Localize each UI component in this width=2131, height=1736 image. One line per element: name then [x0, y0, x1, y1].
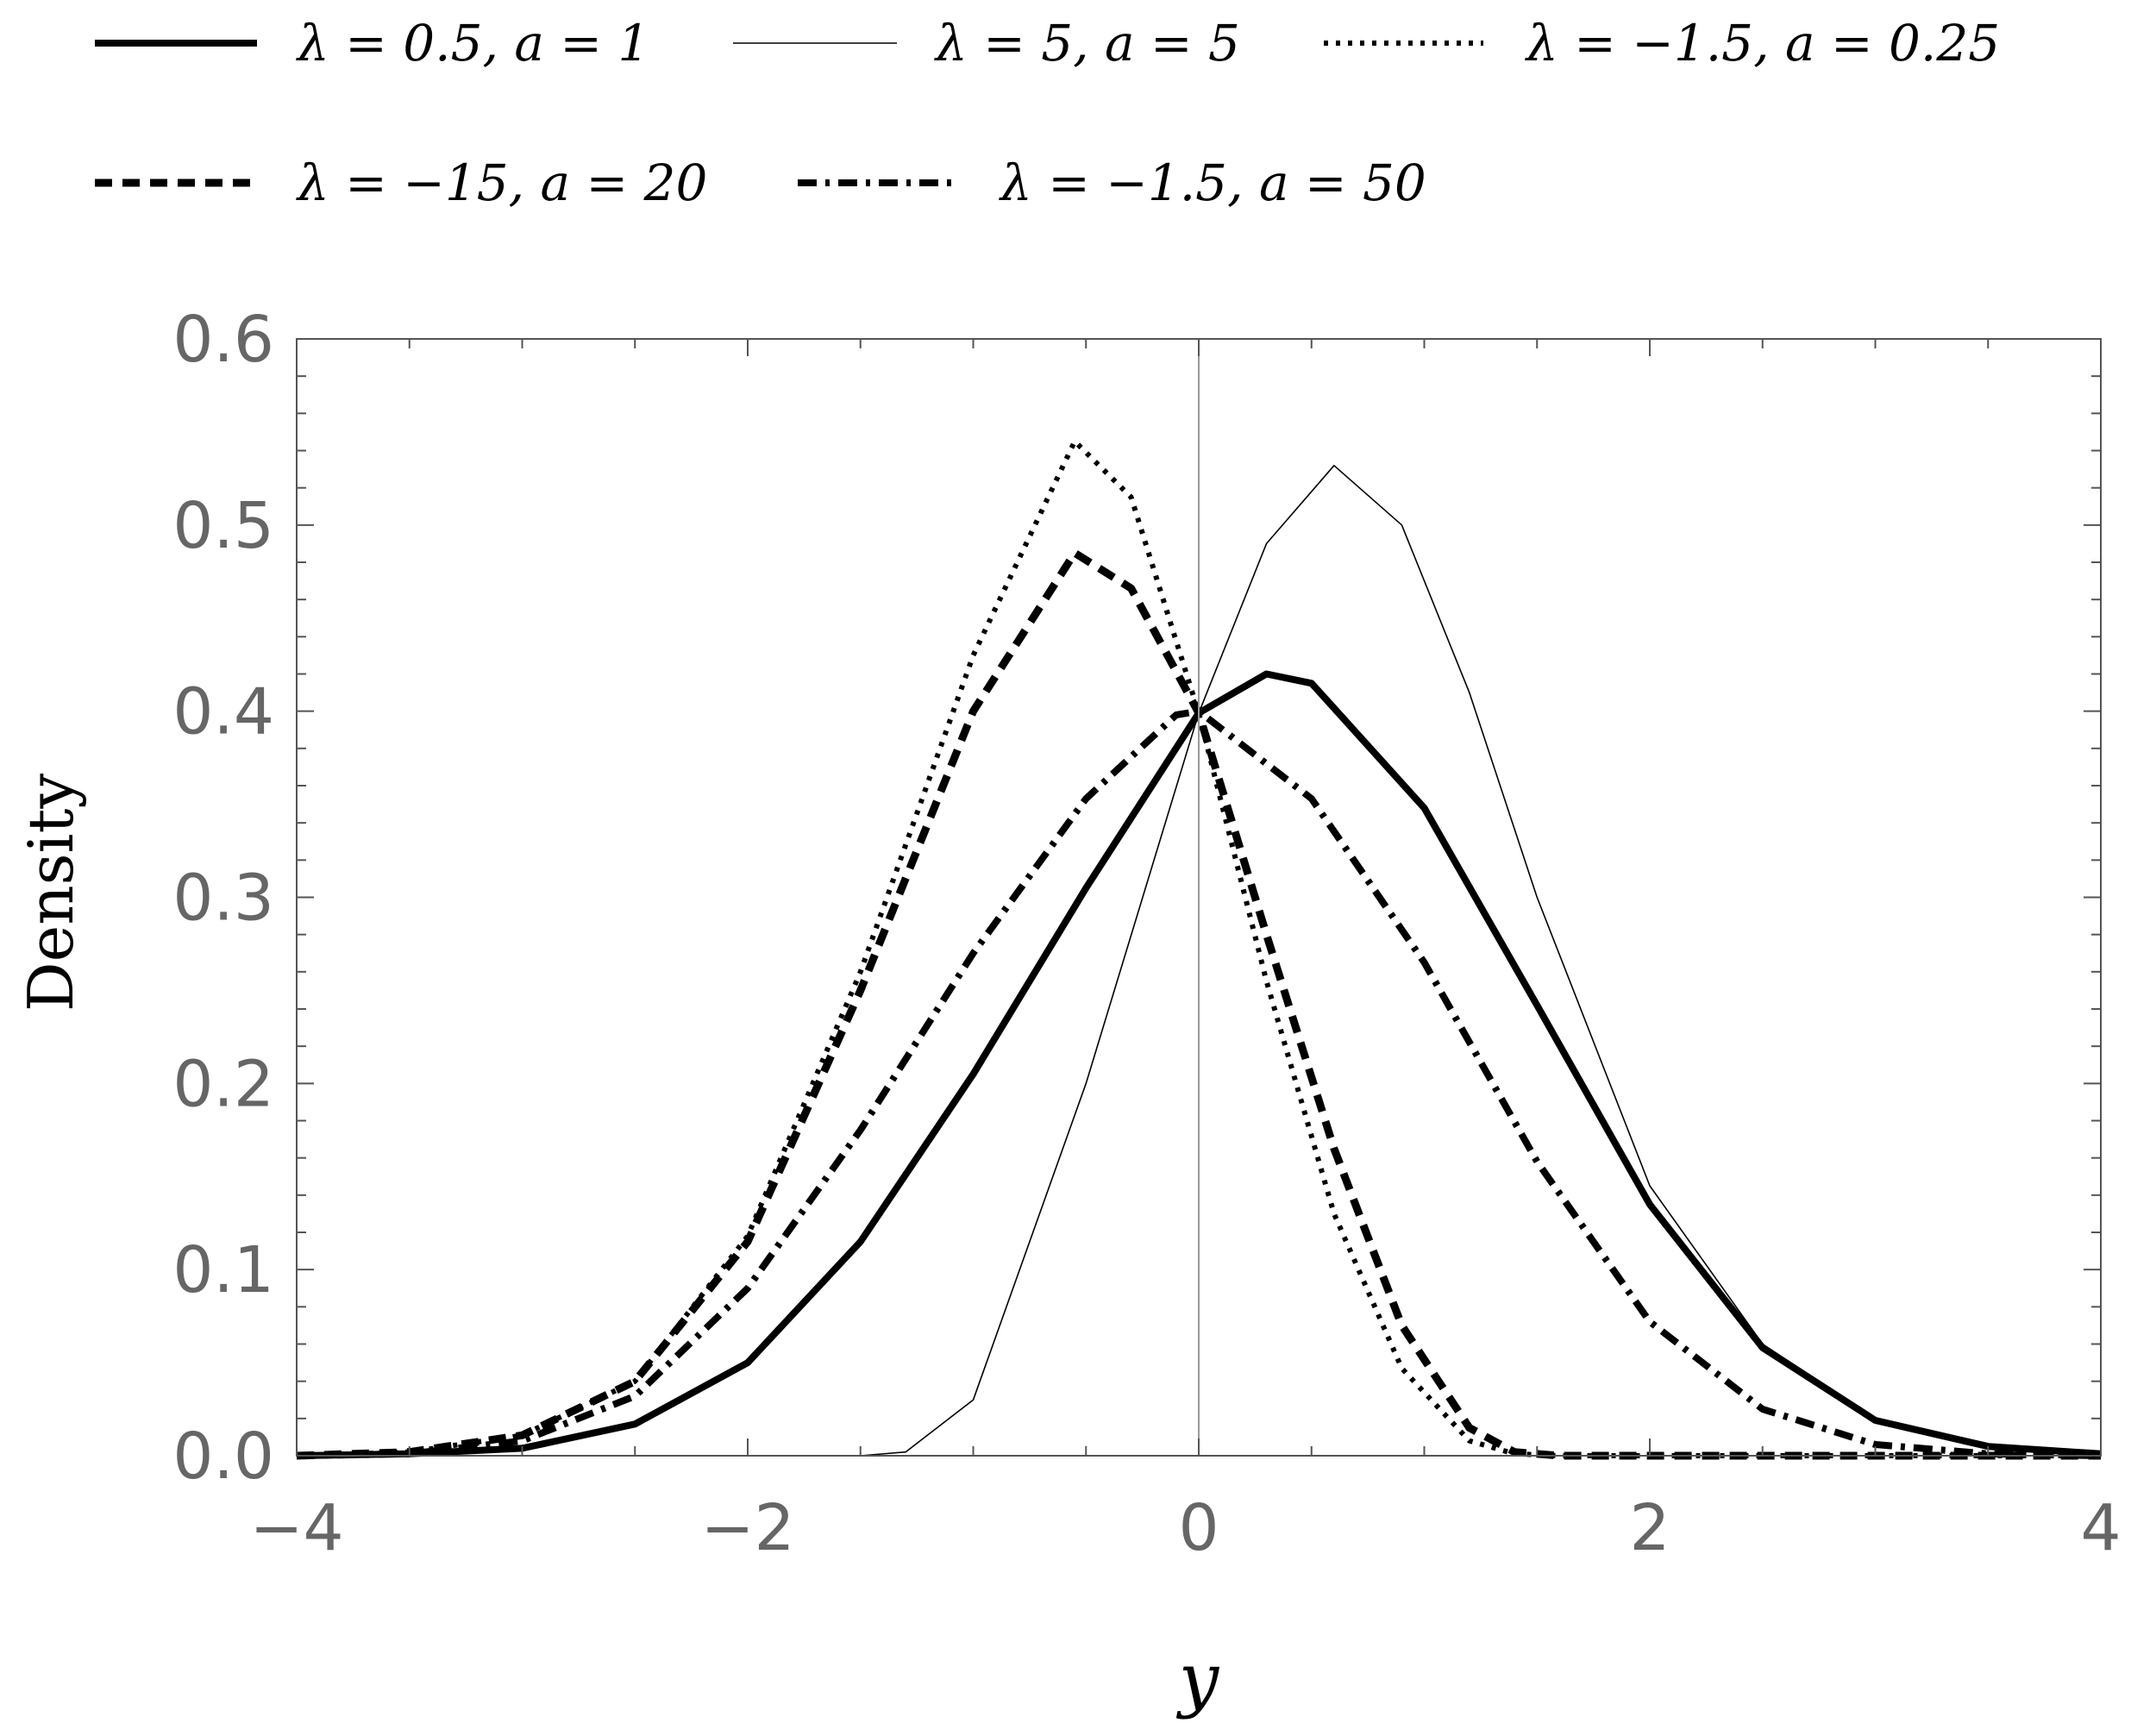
legend-label: λ = 0.5, a = 1: [296, 14, 649, 72]
series-line-5-a-5: [297, 465, 2102, 1457]
y-tick-label: 0.5: [172, 489, 274, 563]
y-axis-title: Density: [15, 774, 87, 1012]
legend-item: λ = 0.5, a = 1: [95, 14, 649, 72]
legend: λ = 0.5, a = 1 λ = 5, a = 5 λ = −1.5, a = …: [95, 14, 2000, 212]
y-tick-label: 0.4: [172, 675, 274, 749]
series-line-1-5-a-50: [296, 707, 2102, 1459]
x-tick-label: 2: [1629, 1491, 1670, 1565]
legend-label: λ = −1.5, a = 50: [999, 154, 1426, 212]
y-tick-label: 0.1: [172, 1233, 274, 1307]
legend-item: λ = −15, a = 20: [95, 154, 707, 212]
legend-label: λ = −15, a = 20: [296, 154, 707, 212]
x-tick-label: −2: [700, 1491, 794, 1565]
axes: −4 −2 0 2 4 0.0 0.1 0.2 0.3 0.4 0.5 0.6: [172, 303, 2121, 1565]
legend-item: λ = 5, a = 5: [733, 14, 1240, 72]
plot-area: [296, 438, 2102, 1460]
y-tick-label: 0.6: [172, 303, 274, 377]
legend-label: λ = 5, a = 5: [934, 14, 1240, 72]
x-tick-label: 0: [1178, 1491, 1219, 1565]
legend-item: λ = −1.5, a = 50: [798, 154, 1426, 212]
x-tick-label: 4: [2080, 1491, 2121, 1565]
legend-label: λ = −1.5, a = 0.25: [1525, 14, 2000, 72]
y-tick-label: 0.0: [172, 1420, 274, 1494]
x-tick-label: −4: [249, 1491, 343, 1565]
legend-item: λ = −1.5, a = 0.25: [1324, 14, 2000, 72]
x-axis-title: y: [1175, 1639, 1220, 1720]
y-tick-label: 0.2: [172, 1047, 274, 1121]
series-line-0-5-a-1: [296, 670, 2102, 1459]
y-tick-label: 0.3: [172, 862, 274, 936]
series-line-15-a-20: [296, 548, 2101, 1460]
